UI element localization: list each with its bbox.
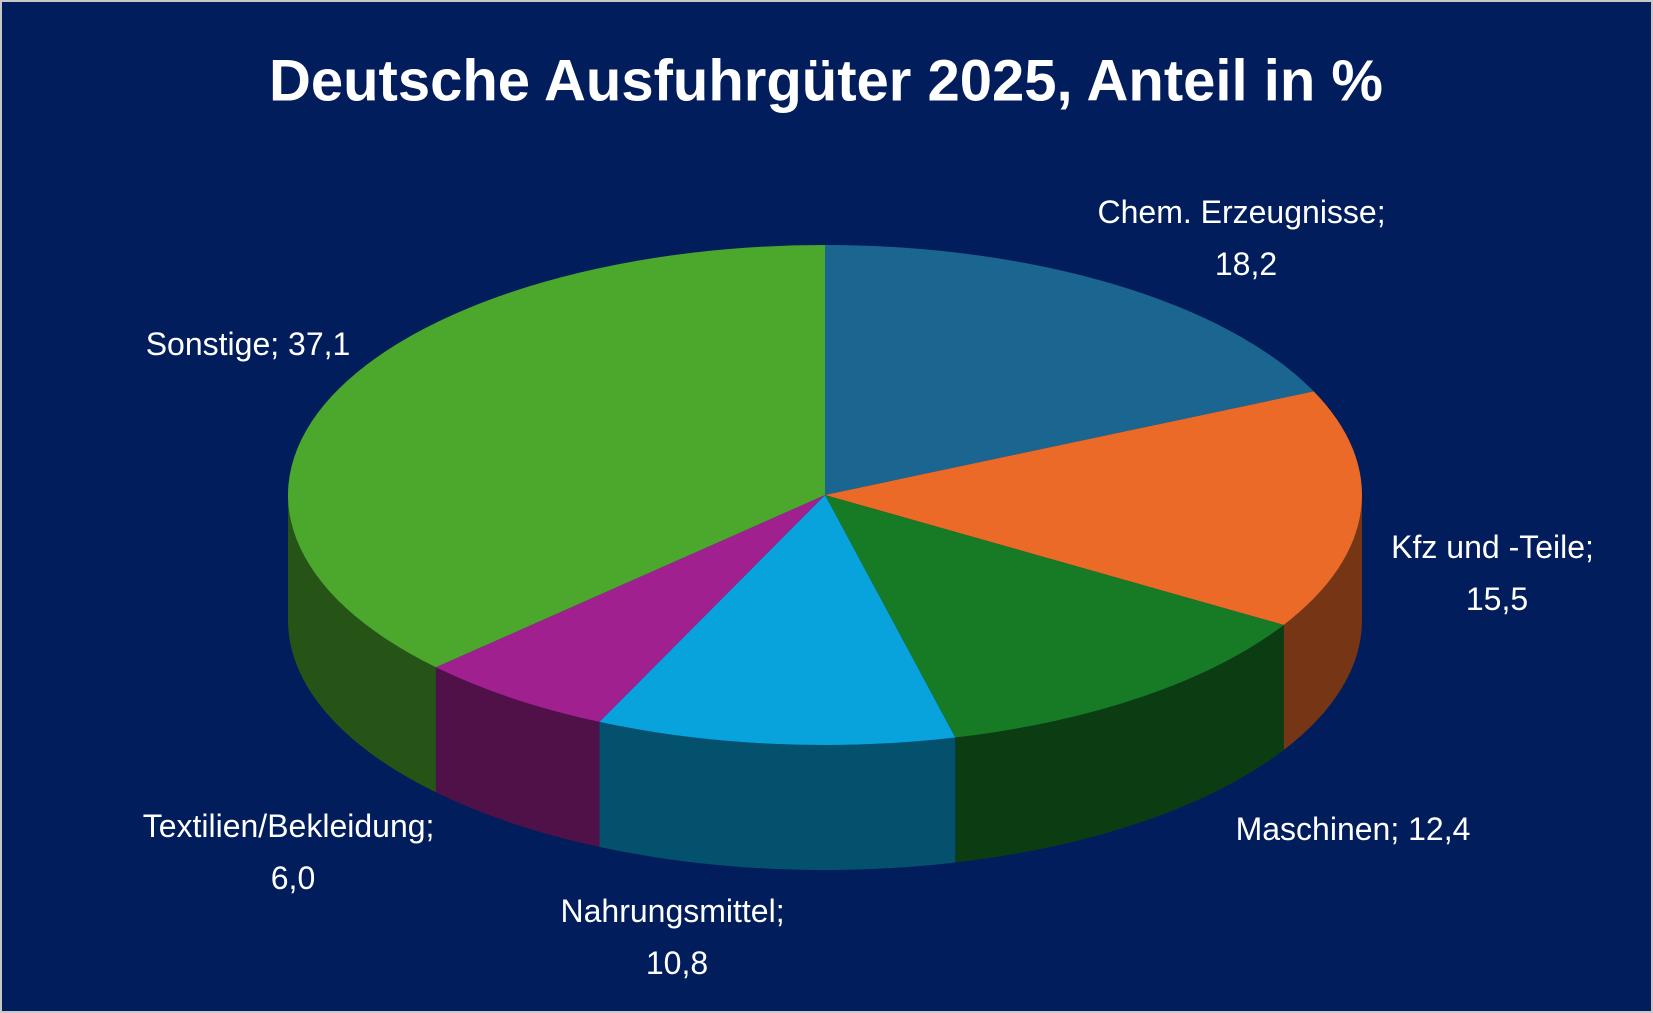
label-value: 10,8 [646,945,708,981]
data-labels: Chem. Erzeugnisse; 18,2 Kfz und -Teile; 1… [143,194,1603,981]
label-separator: ; [776,893,794,929]
slice-side [288,495,436,793]
slice [288,245,825,668]
label-value: 12,4 [1408,811,1470,847]
label-separator: ; [1585,529,1603,565]
slice-side [435,667,600,847]
data-label: Kfz und -Teile; 15,5 [1391,529,1603,617]
slice-side [599,721,956,870]
slice-side [955,624,1284,863]
label-category: Maschinen [1236,811,1391,847]
label-value: 15,5 [1466,581,1528,617]
label-category: Textilien/Bekleidung [143,808,426,844]
data-label: Textilien/Bekleidung; 6,0 [143,808,444,896]
label-value: 37,1 [288,326,350,362]
slice-side [1283,495,1362,750]
label-separator: ; [1390,811,1408,847]
label-separator: ; [1377,194,1395,230]
data-label: Maschinen; 12,4 [1236,811,1471,847]
chart-title: Deutsche Ausfuhrgüter 2025, Anteil in % [269,48,1383,113]
slice [825,245,1314,495]
label-category: Nahrungsmittel [561,893,776,929]
label-value: 6,0 [271,860,315,896]
data-label: Chem. Erzeugnisse; 18,2 [1097,194,1394,282]
slice [825,495,1284,738]
data-label: Nahrungsmittel; 10,8 [561,893,794,981]
label-value: 18,2 [1215,246,1277,282]
label-separator: ; [270,326,288,362]
label-category: Chem. Erzeugnisse [1097,194,1376,230]
label-separator: ; [426,808,444,844]
slice [599,495,956,745]
label-category: Kfz und -Teile [1391,529,1585,565]
slice [825,391,1363,625]
pie-tops [288,245,1363,745]
slice [435,495,825,722]
data-label: Sonstige; 37,1 [146,326,351,362]
label-category: Sonstige [146,326,271,362]
pie-sides [288,495,1362,870]
